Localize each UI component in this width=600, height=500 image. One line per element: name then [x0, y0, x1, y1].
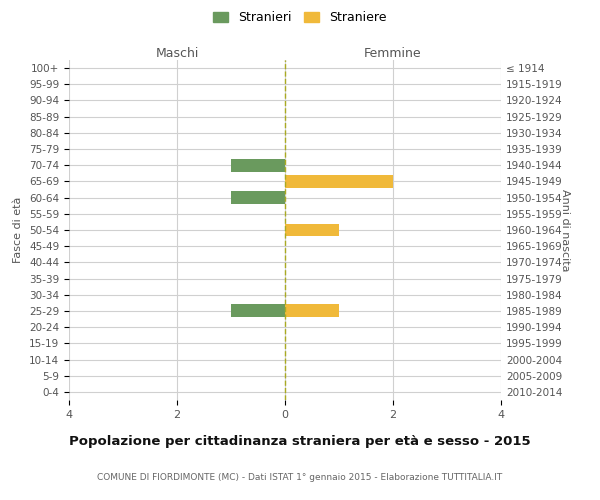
Y-axis label: Anni di nascita: Anni di nascita [560, 188, 569, 271]
Text: Femmine: Femmine [364, 47, 422, 60]
Text: Maschi: Maschi [155, 47, 199, 60]
Text: Popolazione per cittadinanza straniera per età e sesso - 2015: Popolazione per cittadinanza straniera p… [69, 435, 531, 448]
Bar [285, 175, 393, 188]
Y-axis label: Fasce di età: Fasce di età [13, 197, 23, 263]
Legend: Stranieri, Straniere: Stranieri, Straniere [208, 6, 392, 29]
Text: COMUNE DI FIORDIMONTE (MC) - Dati ISTAT 1° gennaio 2015 - Elaborazione TUTTITALI: COMUNE DI FIORDIMONTE (MC) - Dati ISTAT … [97, 472, 503, 482]
Bar [285, 304, 339, 318]
Bar [231, 159, 285, 172]
Bar [231, 191, 285, 204]
Bar [285, 224, 339, 236]
Bar [231, 304, 285, 318]
